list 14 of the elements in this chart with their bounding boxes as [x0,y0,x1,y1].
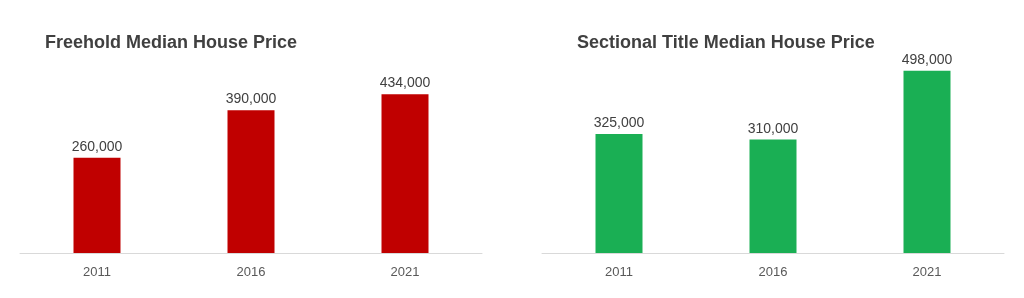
x-tick-label: 2011 [605,264,633,279]
chart-title: Sectional Title Median House Price [577,32,875,52]
x-tick-label: 2011 [83,264,111,279]
data-label: 390,000 [225,90,277,107]
x-tick-label: 2021 [390,264,420,279]
data-label: 498,000 [901,50,953,67]
chart-title: Freehold Median House Price [45,32,298,52]
x-tick-label: 2016 [236,264,266,279]
data-label: 325,000 [593,114,645,131]
data-label: 310,000 [747,119,799,136]
x-tick-label: 2016 [758,264,788,279]
data-label: 434,000 [379,74,431,91]
data-label: 260,000 [71,137,123,154]
x-tick-label: 2021 [912,264,942,279]
